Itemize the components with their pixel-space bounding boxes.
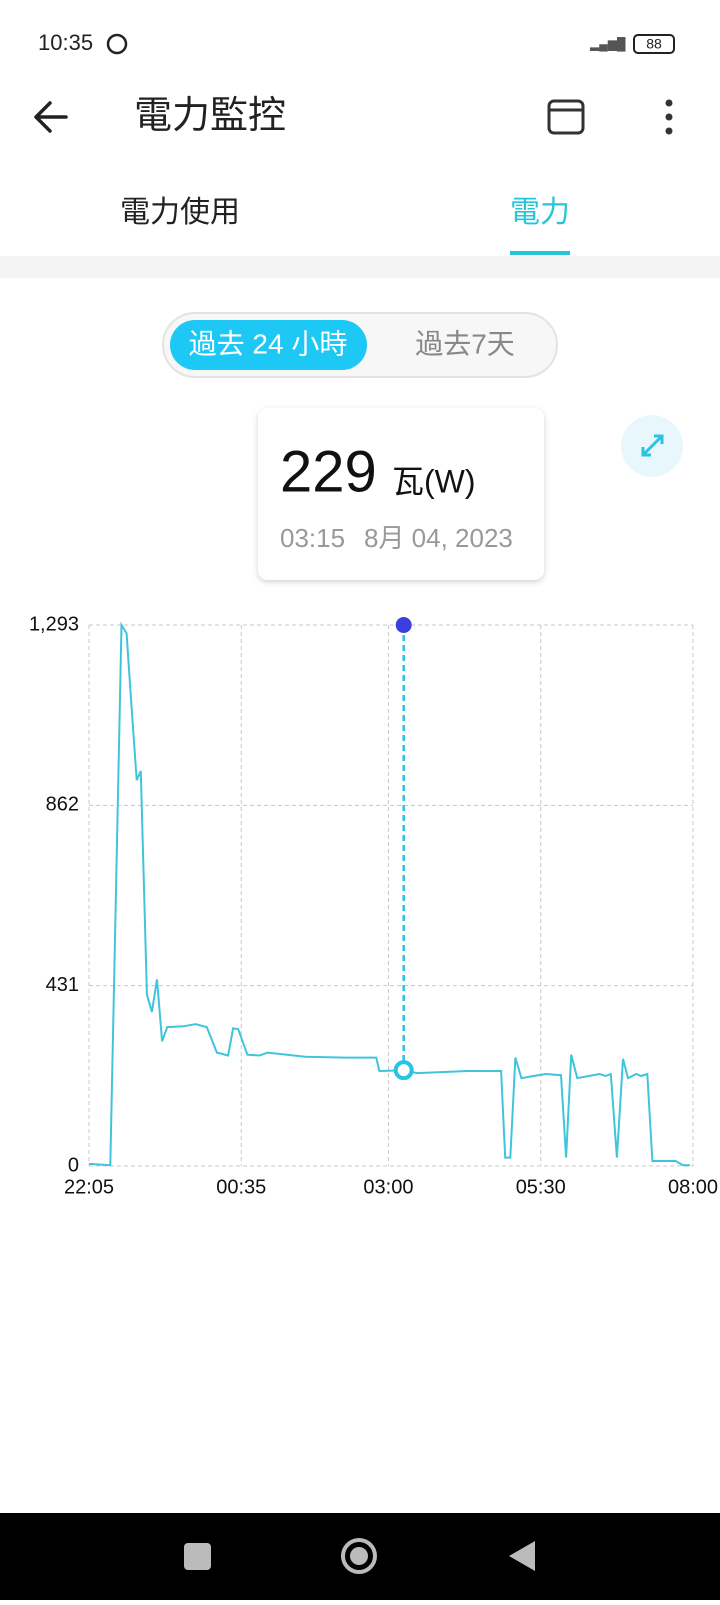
- more-button[interactable]: [665, 99, 673, 135]
- home-button[interactable]: [341, 1538, 377, 1574]
- expand-icon: [641, 434, 664, 457]
- battery-icon: [633, 34, 675, 54]
- recents-button[interactable]: [184, 1543, 211, 1570]
- page-title: 電力監控: [134, 95, 286, 137]
- x-tick-label: 05:30: [516, 1176, 566, 1198]
- chart: 0 431 862 1,293 22:05 00:35 03:00 05:30 08:00: [29, 613, 718, 1198]
- battery-level: 88: [646, 36, 662, 52]
- back-button[interactable]: [34, 101, 68, 133]
- x-tick-label: 08:00: [668, 1176, 718, 1198]
- tab[interactable]: 電力使用: [120, 196, 240, 229]
- selected-point: [393, 1060, 414, 1081]
- y-tick-label: 1,293: [29, 613, 79, 635]
- range-option[interactable]: 過去7天: [415, 328, 515, 359]
- back-nav-button[interactable]: [509, 1541, 535, 1571]
- range-option[interactable]: 過去 24 小時: [189, 328, 348, 359]
- calendar-button[interactable]: [547, 99, 585, 135]
- alarm-icon: [106, 33, 128, 55]
- status-time: 10:35: [38, 30, 93, 55]
- x-tick-label: 22:05: [64, 1176, 114, 1198]
- tab-active[interactable]: 電力: [510, 196, 570, 229]
- x-tick-label: 00:35: [216, 1176, 266, 1198]
- x-tick-label: 03:00: [363, 1176, 413, 1198]
- tab-indicator: [510, 251, 570, 255]
- y-tick-label: 862: [46, 794, 79, 816]
- tooltip-card: [258, 408, 544, 580]
- y-tick-label: 0: [68, 1154, 79, 1176]
- tooltip-value: 229: [280, 439, 377, 504]
- range-active: [170, 320, 367, 370]
- home-dot: [350, 1547, 368, 1565]
- line: [88, 621, 690, 1167]
- tooltip-unit: 瓦(W): [392, 463, 476, 499]
- signal-icon: ▂▄▆█: [589, 37, 626, 52]
- tooltip-date: 8月 04, 2023: [364, 523, 513, 553]
- selection-top-dot: [395, 617, 412, 633]
- y-tick-label: 431: [46, 974, 79, 996]
- divider: [0, 256, 720, 278]
- tooltip-time: 03:15: [280, 523, 345, 553]
